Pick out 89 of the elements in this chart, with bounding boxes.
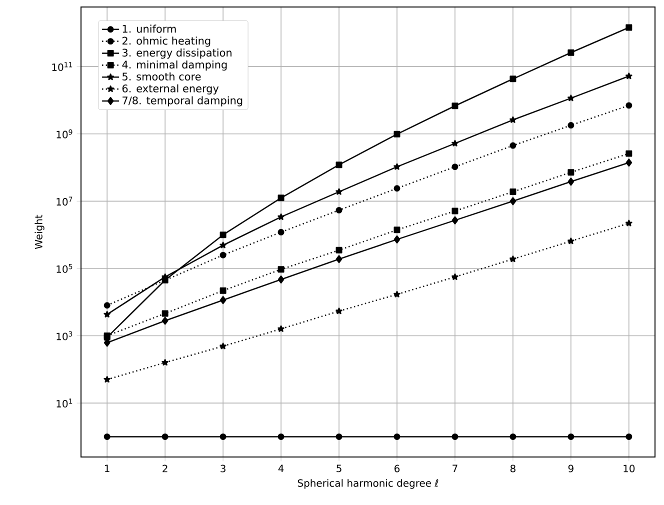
point (452, 102, 458, 110)
x-tick-label: 7 (452, 464, 458, 472)
point (220, 232, 226, 238)
y-tick-label: 10$^{9}$ (56, 129, 72, 138)
point (626, 433, 632, 440)
legend-label: 6. external energy (122, 84, 219, 94)
x-tick-label: 9 (568, 464, 574, 472)
point (568, 94, 574, 102)
x-tick-label: 10 (624, 464, 635, 472)
point (568, 433, 574, 440)
point (336, 246, 342, 254)
point (452, 433, 458, 440)
point (452, 208, 458, 214)
point (510, 142, 516, 149)
point (568, 238, 574, 244)
point (104, 433, 110, 440)
y-tick-label: 10$^{7}$ (56, 196, 72, 206)
point (278, 228, 284, 236)
point (220, 252, 226, 258)
point (626, 158, 632, 167)
point (394, 226, 400, 234)
point (220, 242, 226, 248)
point (336, 308, 342, 314)
x-tick-label: 5 (336, 464, 342, 472)
point (626, 72, 632, 80)
point (104, 376, 110, 383)
point (510, 188, 516, 196)
y-tick-label: 10$^{1}$ (56, 398, 72, 408)
point (336, 433, 342, 440)
y-axis-title: Weight (34, 214, 44, 250)
point (510, 76, 516, 82)
legend-label: 4. minimal damping (122, 60, 227, 71)
point (452, 273, 458, 280)
y-tick-label: 10$^{5}$ (56, 264, 72, 273)
x-tick-label: 3 (220, 464, 226, 472)
point (162, 359, 168, 366)
legend-label: 1. uniform (122, 24, 176, 33)
point (278, 213, 284, 220)
x-tick-label: 6 (394, 464, 400, 472)
legend-label: 2. ohmic heating (122, 36, 210, 47)
point (394, 290, 400, 298)
x-tick-label: 8 (510, 464, 516, 472)
point (626, 220, 632, 226)
point (336, 206, 342, 214)
point (278, 194, 284, 202)
point (452, 216, 458, 224)
point (568, 169, 574, 176)
point (278, 275, 284, 284)
legend-label: 3. energy dissipation (122, 48, 232, 59)
point (336, 162, 342, 168)
point (510, 433, 516, 440)
point (568, 178, 574, 186)
point (510, 197, 516, 206)
point (162, 433, 168, 440)
point (452, 140, 458, 146)
point (510, 256, 516, 262)
x-axis-title: Spherical harmonic degree ℓ (298, 479, 438, 489)
point (220, 342, 226, 350)
point (336, 188, 342, 195)
point (162, 310, 168, 317)
point (626, 102, 632, 109)
point (220, 287, 226, 294)
x-tick-label: 1 (105, 464, 110, 472)
point (278, 325, 284, 332)
point (278, 266, 284, 273)
point (104, 310, 110, 318)
point (510, 116, 516, 123)
point (394, 163, 400, 170)
x-tick-label: 4 (278, 464, 284, 472)
point (626, 150, 632, 157)
point (220, 296, 226, 304)
point (278, 433, 284, 440)
point (452, 164, 458, 170)
y-tick-label: 10$^{3}$ (56, 331, 72, 340)
point (394, 235, 400, 244)
point (220, 433, 226, 440)
point (394, 185, 400, 192)
x-tick-label: 2 (162, 464, 168, 472)
point (336, 255, 342, 264)
point (626, 24, 632, 31)
y-tick-label: 10$^{11}$ (52, 62, 72, 71)
legend-label: 5. smooth core (122, 72, 201, 80)
legend-label: 7/8. temporal damping (122, 96, 242, 106)
point (568, 122, 574, 129)
point (394, 130, 400, 138)
point (394, 433, 400, 440)
point (568, 49, 574, 56)
point (104, 302, 110, 309)
point (162, 316, 168, 325)
